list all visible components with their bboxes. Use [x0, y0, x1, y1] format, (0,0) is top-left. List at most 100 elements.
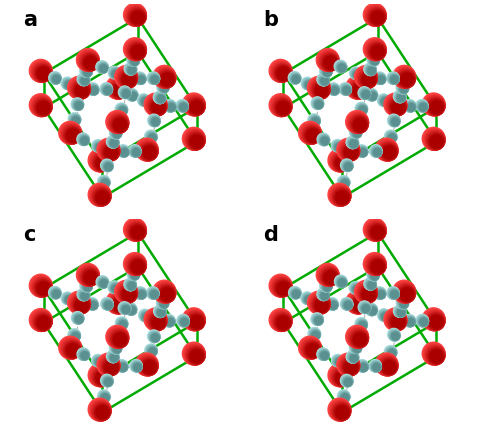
Circle shape: [132, 226, 144, 239]
Circle shape: [81, 66, 92, 77]
Circle shape: [346, 111, 369, 133]
Circle shape: [397, 83, 408, 94]
Circle shape: [185, 310, 205, 331]
Circle shape: [361, 304, 370, 313]
Circle shape: [369, 307, 377, 315]
Circle shape: [370, 271, 379, 280]
Circle shape: [317, 133, 329, 146]
Circle shape: [118, 106, 127, 115]
Circle shape: [69, 330, 81, 341]
Circle shape: [367, 256, 386, 275]
Circle shape: [341, 393, 349, 402]
Circle shape: [84, 271, 97, 284]
Circle shape: [392, 316, 404, 329]
Circle shape: [113, 298, 127, 312]
Circle shape: [189, 100, 204, 114]
Circle shape: [350, 341, 362, 353]
Circle shape: [335, 190, 349, 205]
Circle shape: [148, 331, 160, 342]
Circle shape: [109, 283, 120, 293]
Circle shape: [126, 280, 136, 291]
Circle shape: [72, 332, 80, 341]
Circle shape: [369, 55, 379, 65]
Circle shape: [315, 299, 328, 312]
Circle shape: [121, 72, 136, 87]
Circle shape: [75, 315, 83, 323]
Circle shape: [370, 271, 379, 280]
Circle shape: [180, 104, 187, 111]
Circle shape: [417, 316, 429, 327]
Circle shape: [94, 357, 104, 367]
Circle shape: [354, 286, 360, 293]
Circle shape: [102, 376, 113, 387]
Circle shape: [114, 346, 120, 353]
Circle shape: [62, 124, 82, 144]
Circle shape: [52, 289, 60, 298]
Circle shape: [336, 62, 347, 73]
Circle shape: [352, 285, 361, 294]
Circle shape: [148, 115, 160, 126]
Circle shape: [350, 296, 368, 313]
Circle shape: [371, 11, 384, 25]
Circle shape: [125, 254, 146, 275]
Circle shape: [76, 49, 99, 71]
Circle shape: [350, 141, 357, 147]
Circle shape: [150, 99, 166, 115]
Circle shape: [359, 362, 368, 372]
Circle shape: [124, 278, 136, 291]
Circle shape: [344, 163, 352, 171]
Circle shape: [313, 298, 329, 313]
Circle shape: [38, 317, 49, 329]
Circle shape: [133, 362, 142, 372]
Circle shape: [32, 61, 52, 82]
Circle shape: [67, 129, 79, 142]
Circle shape: [323, 270, 338, 285]
Circle shape: [306, 344, 320, 357]
Circle shape: [367, 67, 376, 75]
Circle shape: [342, 180, 348, 187]
Circle shape: [361, 90, 370, 99]
Circle shape: [122, 306, 130, 313]
Circle shape: [342, 375, 353, 387]
Circle shape: [431, 351, 442, 362]
Circle shape: [334, 370, 350, 386]
Circle shape: [349, 353, 358, 362]
Circle shape: [181, 319, 188, 325]
Circle shape: [113, 118, 127, 132]
Circle shape: [381, 312, 389, 321]
Circle shape: [120, 108, 126, 114]
Circle shape: [34, 64, 52, 82]
Circle shape: [403, 314, 416, 327]
Circle shape: [303, 294, 313, 304]
Circle shape: [430, 315, 443, 329]
Circle shape: [376, 139, 398, 161]
Circle shape: [61, 77, 73, 89]
Circle shape: [153, 280, 176, 303]
Circle shape: [330, 302, 336, 308]
Circle shape: [103, 85, 112, 95]
Circle shape: [368, 258, 386, 275]
Circle shape: [292, 75, 300, 83]
Circle shape: [154, 306, 166, 317]
Circle shape: [337, 390, 350, 402]
Circle shape: [152, 118, 159, 126]
Circle shape: [367, 281, 376, 290]
Circle shape: [72, 116, 80, 125]
Circle shape: [387, 133, 396, 142]
Circle shape: [270, 61, 292, 82]
Circle shape: [92, 368, 111, 387]
Circle shape: [354, 345, 360, 352]
Circle shape: [129, 307, 135, 314]
Circle shape: [107, 350, 119, 362]
Circle shape: [309, 115, 320, 126]
Circle shape: [95, 156, 109, 170]
Circle shape: [160, 84, 168, 92]
Circle shape: [129, 307, 135, 313]
Circle shape: [307, 345, 319, 356]
Circle shape: [33, 277, 52, 297]
Circle shape: [351, 283, 361, 294]
Circle shape: [122, 306, 130, 313]
Circle shape: [99, 141, 120, 161]
Circle shape: [345, 379, 351, 385]
Circle shape: [334, 190, 350, 205]
